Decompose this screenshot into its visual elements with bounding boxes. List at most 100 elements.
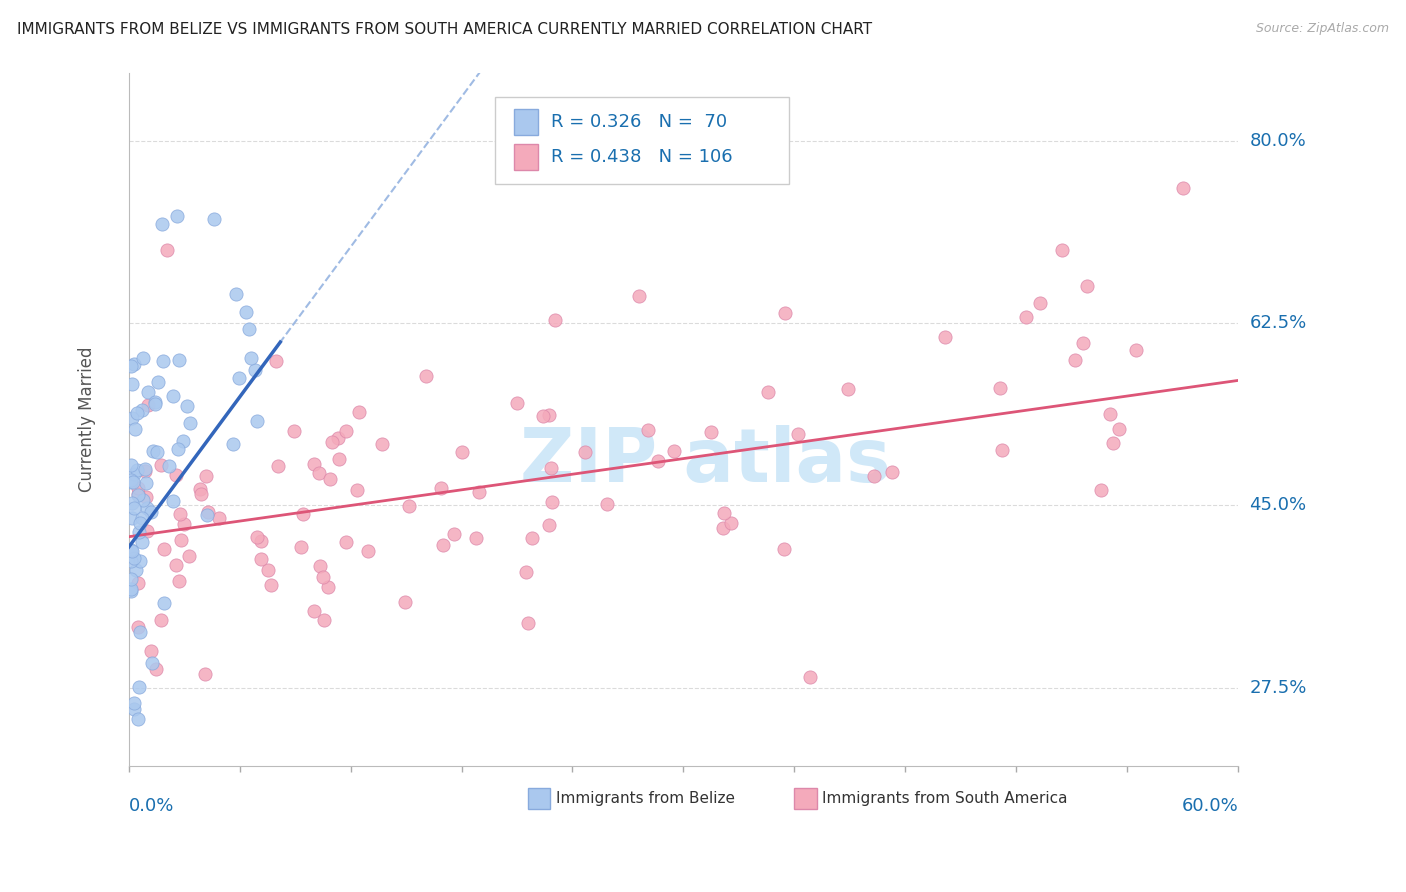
Point xyxy=(139,644,162,658)
Point xyxy=(250,534,273,549)
Point xyxy=(120,582,142,596)
Point xyxy=(1014,310,1036,325)
Point xyxy=(347,405,370,419)
Point xyxy=(150,458,173,473)
Point xyxy=(120,458,142,472)
Point xyxy=(700,425,723,440)
Point xyxy=(934,330,956,344)
Point xyxy=(1029,296,1052,310)
Point xyxy=(124,563,146,577)
Point xyxy=(357,544,380,558)
Point xyxy=(122,467,145,482)
Point xyxy=(145,397,167,411)
Point xyxy=(398,499,420,513)
Text: 80.0%: 80.0% xyxy=(1250,132,1306,150)
Point xyxy=(157,459,180,474)
Point xyxy=(371,437,394,451)
FancyBboxPatch shape xyxy=(513,109,538,136)
Text: R = 0.438   N = 106: R = 0.438 N = 106 xyxy=(551,148,733,166)
Point xyxy=(837,383,859,397)
Point xyxy=(176,399,198,413)
Point xyxy=(150,217,173,231)
Point xyxy=(167,574,190,589)
Point xyxy=(124,422,146,436)
Point xyxy=(246,530,269,544)
Point xyxy=(246,414,269,428)
Point xyxy=(131,402,153,417)
Point xyxy=(122,358,145,372)
FancyBboxPatch shape xyxy=(495,97,789,184)
Point xyxy=(1071,335,1094,350)
Point xyxy=(430,481,453,495)
Point xyxy=(135,490,157,504)
Point xyxy=(169,507,191,521)
Point xyxy=(346,483,368,497)
Point xyxy=(394,595,416,609)
Point xyxy=(170,533,193,548)
Point xyxy=(1171,180,1194,194)
Point xyxy=(142,443,165,458)
Point xyxy=(128,680,150,694)
Point xyxy=(243,363,266,377)
Point xyxy=(179,417,201,431)
Point xyxy=(153,596,176,610)
Point xyxy=(520,531,543,545)
Point xyxy=(150,613,173,627)
Point xyxy=(713,506,735,520)
Point xyxy=(135,475,157,490)
Point xyxy=(283,424,305,438)
Point xyxy=(122,701,145,715)
Point xyxy=(146,445,169,459)
Text: Source: ZipAtlas.com: Source: ZipAtlas.com xyxy=(1256,22,1389,36)
Point xyxy=(432,538,454,552)
Point xyxy=(120,475,142,490)
Point xyxy=(312,613,335,627)
Point xyxy=(225,286,247,301)
Point xyxy=(1099,407,1122,421)
Point xyxy=(165,558,187,573)
Point xyxy=(758,385,780,400)
Point xyxy=(1125,343,1147,358)
Point xyxy=(451,445,474,459)
FancyBboxPatch shape xyxy=(529,789,550,809)
Point xyxy=(302,458,325,472)
Point xyxy=(335,424,357,438)
Point xyxy=(326,431,349,445)
Point xyxy=(121,544,143,558)
Text: 60.0%: 60.0% xyxy=(1181,797,1239,814)
Point xyxy=(316,580,339,594)
Point xyxy=(264,354,287,368)
Text: R = 0.326   N =  70: R = 0.326 N = 70 xyxy=(551,113,727,131)
Text: Immigrants from South America: Immigrants from South America xyxy=(823,791,1067,806)
Point xyxy=(141,505,163,519)
Point xyxy=(308,466,330,480)
Point xyxy=(862,468,884,483)
Point xyxy=(134,462,156,476)
Point xyxy=(194,666,217,681)
Point xyxy=(165,467,187,482)
Point xyxy=(540,460,562,475)
Point xyxy=(240,351,263,365)
Text: 45.0%: 45.0% xyxy=(1250,497,1306,515)
Point xyxy=(156,244,179,258)
Point xyxy=(148,376,170,390)
Point xyxy=(131,492,153,507)
Point xyxy=(122,551,145,566)
Point xyxy=(179,549,201,564)
Point xyxy=(120,584,142,599)
Point xyxy=(321,435,343,450)
Point xyxy=(172,434,194,449)
Point xyxy=(574,445,596,459)
Point xyxy=(711,521,734,535)
Point xyxy=(1064,353,1087,368)
Point xyxy=(145,662,167,676)
Point xyxy=(538,518,561,533)
Point xyxy=(128,525,150,540)
Point xyxy=(121,495,143,509)
FancyBboxPatch shape xyxy=(794,789,817,809)
Text: ZIP atlas: ZIP atlas xyxy=(520,425,891,498)
Point xyxy=(988,381,1011,395)
Point xyxy=(647,454,669,468)
Point xyxy=(267,458,290,473)
Point xyxy=(122,475,145,489)
